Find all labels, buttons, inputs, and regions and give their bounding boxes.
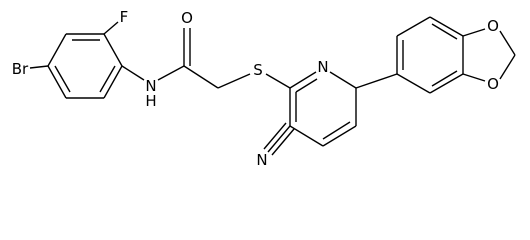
atom-label: O: [181, 9, 193, 27]
bonds: [29, 16, 516, 156]
atom-label: N: [145, 77, 156, 95]
atom-label: S: [253, 61, 263, 79]
molecule-diagram: Br F O N H S N N O O: [12, 8, 516, 169]
atom-label: O: [487, 75, 499, 93]
atom-labels: Br F O N H S N N O O: [12, 8, 499, 169]
atom-label: H: [145, 92, 156, 110]
atom-label: N: [256, 151, 267, 169]
atom-label: F: [120, 8, 129, 26]
atom-label: O: [487, 17, 499, 35]
atom-label: Br: [12, 60, 29, 78]
atom-label: N: [317, 58, 328, 76]
